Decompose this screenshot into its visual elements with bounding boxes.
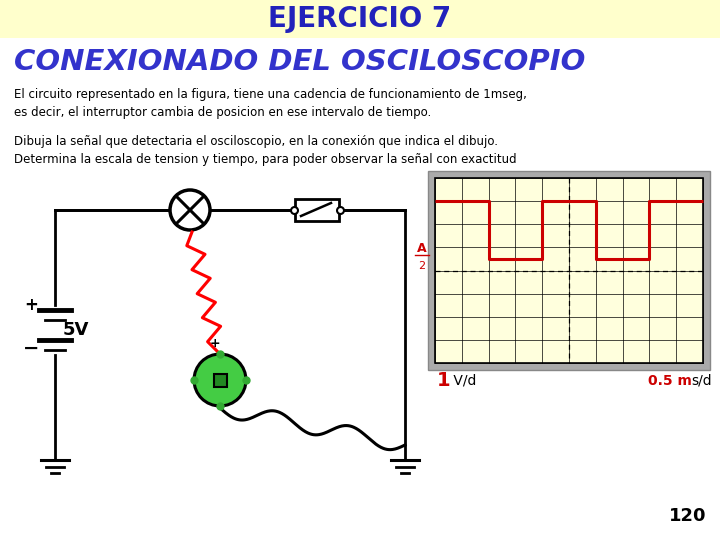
Circle shape: [170, 190, 210, 230]
Bar: [214, 374, 227, 387]
Text: 120: 120: [668, 507, 706, 525]
Text: +: +: [24, 296, 38, 314]
Text: 5V: 5V: [63, 321, 89, 339]
Text: s/d: s/d: [691, 374, 711, 388]
Text: El circuito representado en la figura, tiene una cadencia de funcionamiento de 1: El circuito representado en la figura, t…: [14, 88, 527, 119]
Bar: [428, 171, 710, 370]
Text: V/d: V/d: [449, 374, 477, 388]
Text: 0.5 m: 0.5 m: [648, 374, 692, 388]
Text: EJERCICIO 7: EJERCICIO 7: [269, 5, 451, 33]
Circle shape: [194, 354, 246, 406]
Bar: [0, 0, 720, 38]
Text: 2: 2: [418, 261, 426, 271]
Bar: [295, 199, 339, 221]
Text: A: A: [417, 242, 427, 255]
Text: −: −: [23, 339, 39, 357]
Bar: [435, 178, 703, 363]
Text: CONEXIONADO DEL OSCILOSCOPIO: CONEXIONADO DEL OSCILOSCOPIO: [14, 48, 585, 76]
Text: +: +: [210, 337, 220, 350]
Text: 1: 1: [437, 372, 451, 390]
Text: Dibuja la señal que detectaria el osciloscopio, en la conexión que indica el dib: Dibuja la señal que detectaria el oscilo…: [14, 135, 517, 166]
